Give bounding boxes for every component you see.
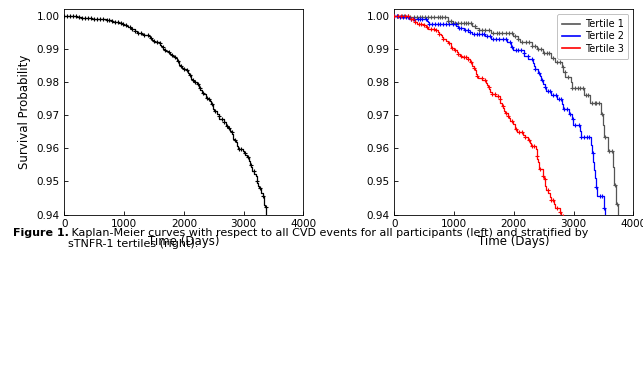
X-axis label: Time (Days): Time (Days) xyxy=(478,235,550,248)
Legend: Tertile 1, Tertile 2, Tertile 3: Tertile 1, Tertile 2, Tertile 3 xyxy=(557,14,628,59)
Text: Kaplan-Meier curves with respect to all CVD events for all participants (left) a: Kaplan-Meier curves with respect to all … xyxy=(68,228,588,249)
X-axis label: Time (Days): Time (Days) xyxy=(148,235,220,248)
Y-axis label: Survival Probability: Survival Probability xyxy=(18,55,31,169)
Text: Figure 1.: Figure 1. xyxy=(13,228,69,238)
